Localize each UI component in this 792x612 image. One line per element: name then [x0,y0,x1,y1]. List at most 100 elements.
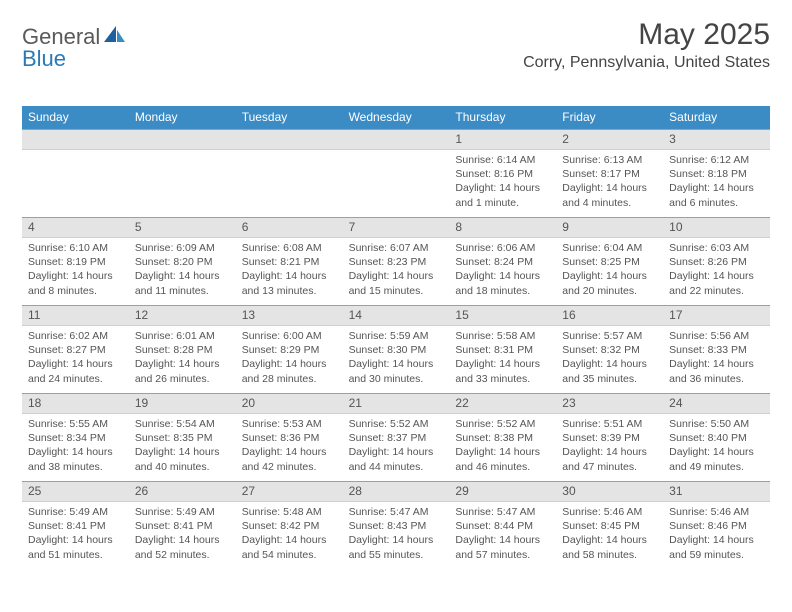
weekday-header: Sunday [22,106,129,129]
sunset-text: Sunset: 8:30 PM [349,343,444,357]
sunset-text: Sunset: 8:34 PM [28,431,123,445]
sunrise-text: Sunrise: 5:57 AM [562,329,657,343]
sunset-text: Sunset: 8:35 PM [135,431,230,445]
sunrise-text: Sunrise: 5:56 AM [669,329,764,343]
day-cell: 15Sunrise: 5:58 AMSunset: 8:31 PMDayligh… [449,305,556,393]
day-cell: 18Sunrise: 5:55 AMSunset: 8:34 PMDayligh… [22,393,129,481]
daylight-text: Daylight: 14 hours and 8 minutes. [28,269,123,297]
day-body: Sunrise: 5:52 AMSunset: 8:37 PMDaylight:… [343,414,450,478]
day-number: 9 [556,217,663,238]
day-body: Sunrise: 5:51 AMSunset: 8:39 PMDaylight:… [556,414,663,478]
day-body: Sunrise: 6:13 AMSunset: 8:17 PMDaylight:… [556,150,663,214]
sunrise-text: Sunrise: 6:00 AM [242,329,337,343]
day-body [129,150,236,157]
day-body: Sunrise: 5:47 AMSunset: 8:43 PMDaylight:… [343,502,450,566]
day-number: 20 [236,393,343,414]
day-body: Sunrise: 5:46 AMSunset: 8:45 PMDaylight:… [556,502,663,566]
sunrise-text: Sunrise: 5:49 AM [28,505,123,519]
day-body: Sunrise: 5:53 AMSunset: 8:36 PMDaylight:… [236,414,343,478]
sunrise-text: Sunrise: 6:08 AM [242,241,337,255]
day-body: Sunrise: 5:50 AMSunset: 8:40 PMDaylight:… [663,414,770,478]
logo-sail-icon [104,26,126,49]
day-body: Sunrise: 5:58 AMSunset: 8:31 PMDaylight:… [449,326,556,390]
sunset-text: Sunset: 8:40 PM [669,431,764,445]
day-cell: 7Sunrise: 6:07 AMSunset: 8:23 PMDaylight… [343,217,450,305]
day-body: Sunrise: 5:52 AMSunset: 8:38 PMDaylight:… [449,414,556,478]
daylight-text: Daylight: 14 hours and 33 minutes. [455,357,550,385]
day-number [22,129,129,150]
daylight-text: Daylight: 14 hours and 51 minutes. [28,533,123,561]
day-body: Sunrise: 5:46 AMSunset: 8:46 PMDaylight:… [663,502,770,566]
sunrise-text: Sunrise: 5:46 AM [562,505,657,519]
sunset-text: Sunset: 8:17 PM [562,167,657,181]
day-body: Sunrise: 6:04 AMSunset: 8:25 PMDaylight:… [556,238,663,302]
daylight-text: Daylight: 14 hours and 42 minutes. [242,445,337,473]
sunrise-text: Sunrise: 5:54 AM [135,417,230,431]
daylight-text: Daylight: 14 hours and 18 minutes. [455,269,550,297]
sunset-text: Sunset: 8:26 PM [669,255,764,269]
daylight-text: Daylight: 14 hours and 40 minutes. [135,445,230,473]
day-cell [22,129,129,217]
sunrise-text: Sunrise: 5:52 AM [349,417,444,431]
sunset-text: Sunset: 8:27 PM [28,343,123,357]
day-number: 30 [556,481,663,502]
day-body: Sunrise: 5:59 AMSunset: 8:30 PMDaylight:… [343,326,450,390]
day-number [236,129,343,150]
day-number: 24 [663,393,770,414]
sunrise-text: Sunrise: 5:47 AM [455,505,550,519]
sunset-text: Sunset: 8:21 PM [242,255,337,269]
week-row: 25Sunrise: 5:49 AMSunset: 8:41 PMDayligh… [22,481,770,569]
sunrise-text: Sunrise: 5:59 AM [349,329,444,343]
daylight-text: Daylight: 14 hours and 54 minutes. [242,533,337,561]
day-cell: 2Sunrise: 6:13 AMSunset: 8:17 PMDaylight… [556,129,663,217]
day-number: 12 [129,305,236,326]
sunset-text: Sunset: 8:20 PM [135,255,230,269]
day-number [129,129,236,150]
sunrise-text: Sunrise: 6:12 AM [669,153,764,167]
daylight-text: Daylight: 14 hours and 24 minutes. [28,357,123,385]
sunrise-text: Sunrise: 5:58 AM [455,329,550,343]
day-cell: 16Sunrise: 5:57 AMSunset: 8:32 PMDayligh… [556,305,663,393]
sunrise-text: Sunrise: 6:09 AM [135,241,230,255]
day-number: 8 [449,217,556,238]
day-number: 2 [556,129,663,150]
day-cell: 10Sunrise: 6:03 AMSunset: 8:26 PMDayligh… [663,217,770,305]
day-cell: 21Sunrise: 5:52 AMSunset: 8:37 PMDayligh… [343,393,450,481]
sunrise-text: Sunrise: 5:47 AM [349,505,444,519]
sunset-text: Sunset: 8:43 PM [349,519,444,533]
sunrise-text: Sunrise: 6:14 AM [455,153,550,167]
day-body: Sunrise: 6:01 AMSunset: 8:28 PMDaylight:… [129,326,236,390]
daylight-text: Daylight: 14 hours and 38 minutes. [28,445,123,473]
sunset-text: Sunset: 8:45 PM [562,519,657,533]
sunset-text: Sunset: 8:41 PM [28,519,123,533]
sunrise-text: Sunrise: 6:10 AM [28,241,123,255]
day-body: Sunrise: 5:48 AMSunset: 8:42 PMDaylight:… [236,502,343,566]
weeks-container: 1Sunrise: 6:14 AMSunset: 8:16 PMDaylight… [22,129,770,569]
daylight-text: Daylight: 14 hours and 57 minutes. [455,533,550,561]
day-cell: 23Sunrise: 5:51 AMSunset: 8:39 PMDayligh… [556,393,663,481]
daylight-text: Daylight: 14 hours and 28 minutes. [242,357,337,385]
daylight-text: Daylight: 14 hours and 35 minutes. [562,357,657,385]
sunrise-text: Sunrise: 5:51 AM [562,417,657,431]
day-cell: 25Sunrise: 5:49 AMSunset: 8:41 PMDayligh… [22,481,129,569]
day-number: 3 [663,129,770,150]
day-body: Sunrise: 6:07 AMSunset: 8:23 PMDaylight:… [343,238,450,302]
daylight-text: Daylight: 14 hours and 59 minutes. [669,533,764,561]
day-cell: 26Sunrise: 5:49 AMSunset: 8:41 PMDayligh… [129,481,236,569]
week-row: 18Sunrise: 5:55 AMSunset: 8:34 PMDayligh… [22,393,770,481]
day-body: Sunrise: 6:00 AMSunset: 8:29 PMDaylight:… [236,326,343,390]
day-cell: 14Sunrise: 5:59 AMSunset: 8:30 PMDayligh… [343,305,450,393]
daylight-text: Daylight: 14 hours and 44 minutes. [349,445,444,473]
sunset-text: Sunset: 8:32 PM [562,343,657,357]
daylight-text: Daylight: 14 hours and 52 minutes. [135,533,230,561]
daylight-text: Daylight: 14 hours and 22 minutes. [669,269,764,297]
sunrise-text: Sunrise: 6:03 AM [669,241,764,255]
day-number: 5 [129,217,236,238]
daylight-text: Daylight: 14 hours and 36 minutes. [669,357,764,385]
day-number: 11 [22,305,129,326]
day-cell: 1Sunrise: 6:14 AMSunset: 8:16 PMDaylight… [449,129,556,217]
daylight-text: Daylight: 14 hours and 47 minutes. [562,445,657,473]
day-body: Sunrise: 6:06 AMSunset: 8:24 PMDaylight:… [449,238,556,302]
sunrise-text: Sunrise: 6:04 AM [562,241,657,255]
sunrise-text: Sunrise: 5:49 AM [135,505,230,519]
